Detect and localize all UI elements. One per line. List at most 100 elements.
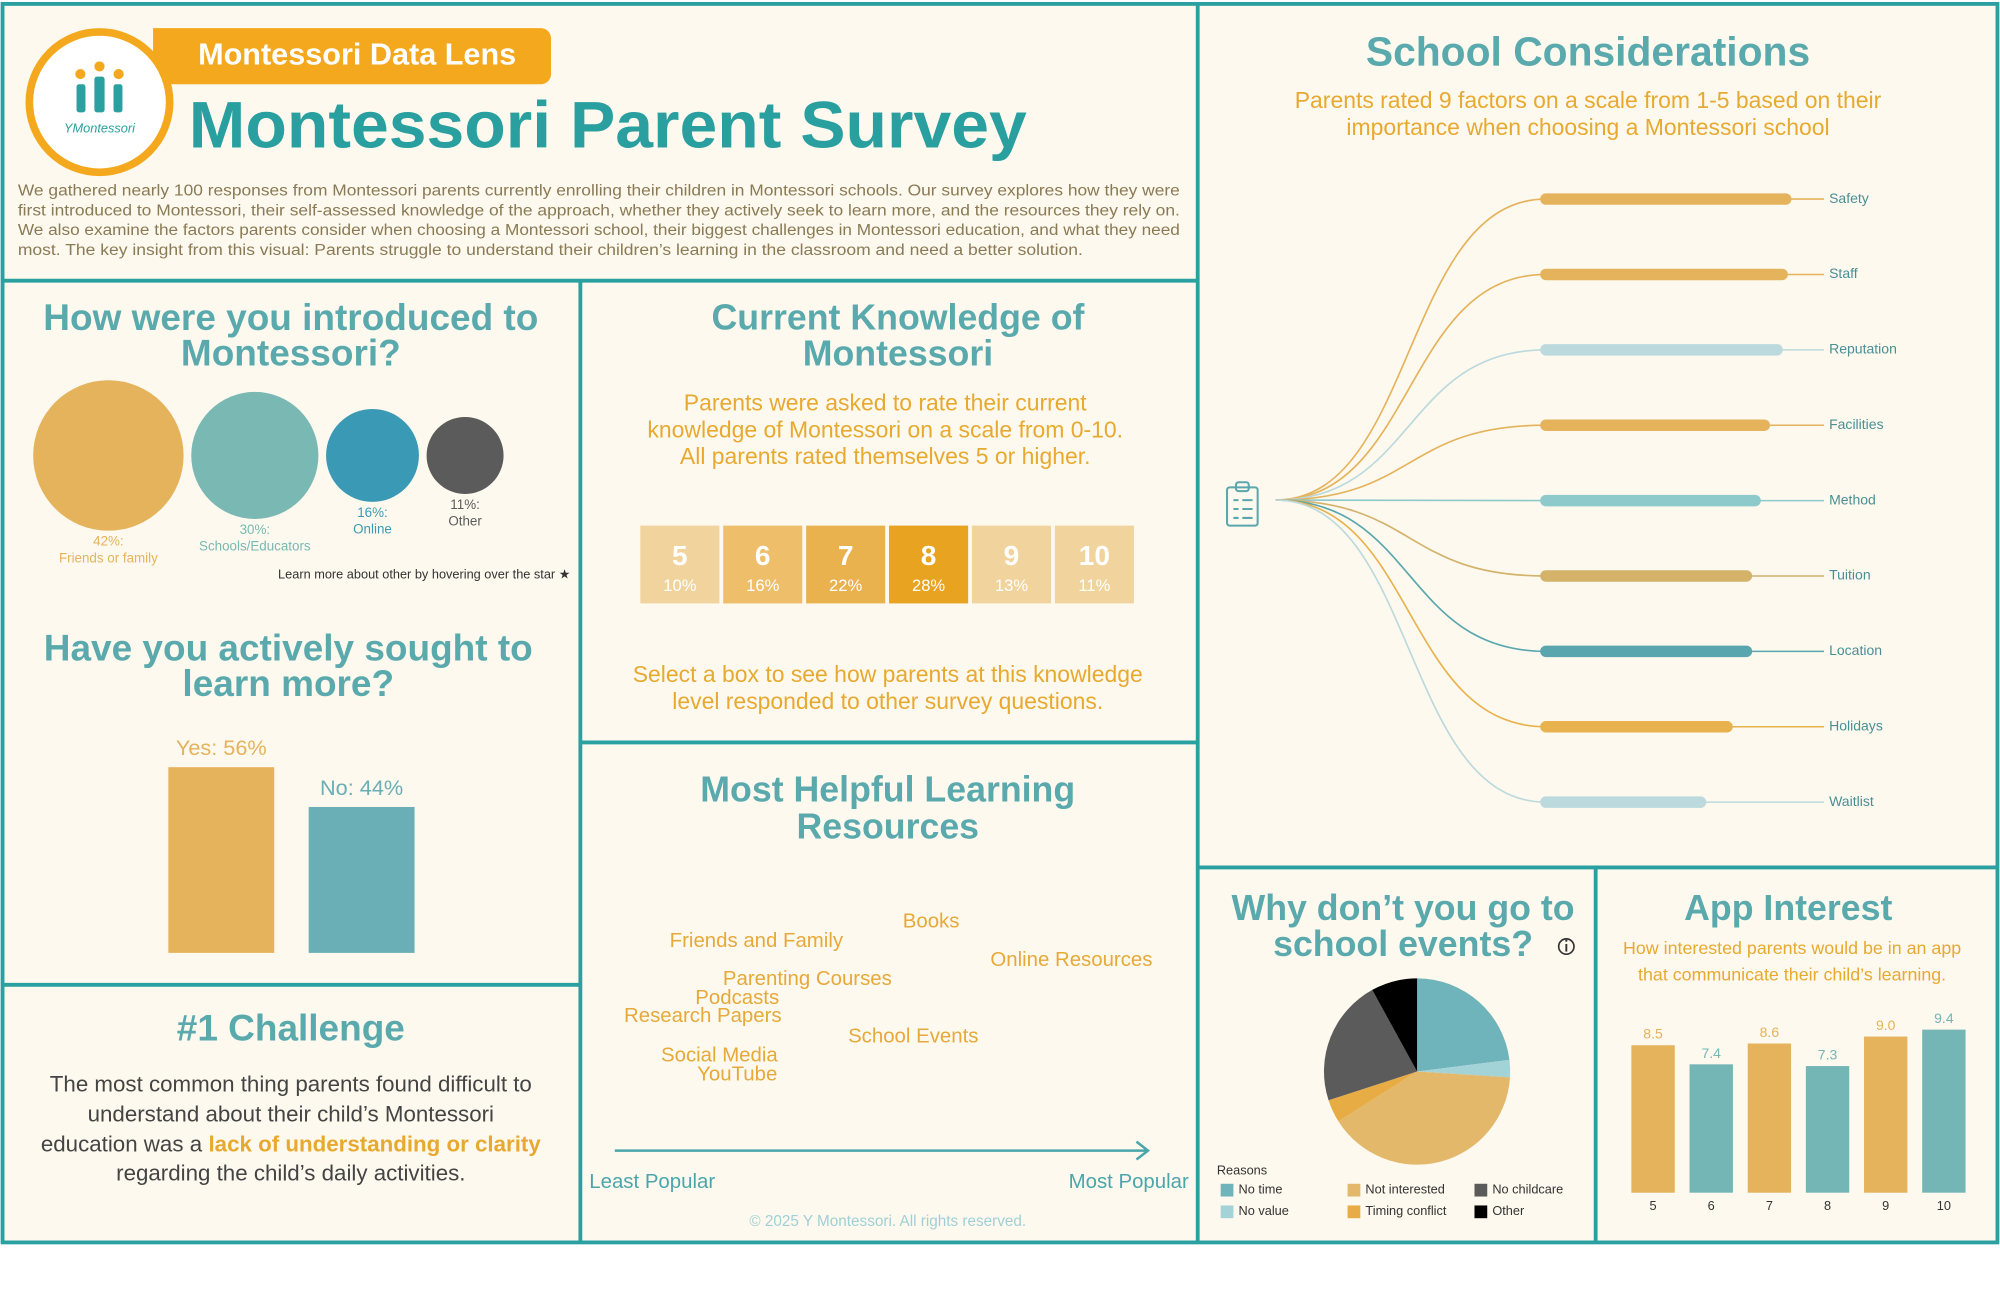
section-title: Most Helpful Learning (700, 770, 1075, 810)
x-tick-label: 7 (1766, 1198, 1773, 1213)
section-title: School Considerations (1366, 29, 1810, 75)
subtitle: knowledge of Montessori on a scale from … (647, 416, 1123, 442)
connector (1275, 198, 1546, 501)
bubble-category: Schools/Educators (199, 539, 311, 554)
legend-label: No value (1239, 1203, 1289, 1218)
box-label: 10 (1079, 540, 1110, 571)
intro-line: We gathered nearly 100 responses from Mo… (18, 183, 1180, 200)
knowledge-box[interactable] (723, 525, 803, 604)
word: Research Papers (624, 1005, 782, 1027)
bubble (191, 391, 319, 520)
box-value: 16% (746, 576, 779, 595)
pie-slice (1323, 989, 1418, 1101)
knowledge-box[interactable] (889, 525, 969, 604)
knowledge-box[interactable] (806, 525, 886, 604)
dividers (2, 3, 1998, 1243)
bar (1747, 1043, 1792, 1193)
bar-category: Location (1829, 642, 1882, 658)
challenge-lead: education was a (41, 1131, 203, 1156)
intro-line: most. The key insight from this visual: … (18, 242, 1083, 259)
word: Books (903, 911, 960, 933)
bubble-label: 16%: (357, 505, 388, 520)
word: Podcasts (695, 987, 779, 1009)
logo-part (76, 84, 86, 113)
bar-category: Tuition (1829, 567, 1871, 583)
challenge-line: The most common thing parents found diff… (50, 1071, 532, 1096)
pie-slice (1417, 1059, 1511, 1078)
section-title: Resources (796, 807, 979, 847)
logo-icon (75, 61, 124, 113)
legend-label: Other (1492, 1203, 1525, 1218)
bubble-category: Friends or family (59, 550, 158, 565)
page-title: Montessori Parent Survey (189, 89, 1027, 163)
bubble (326, 409, 419, 502)
x-tick-label: 5 (1650, 1198, 1657, 1213)
legend-swatch (1220, 1205, 1234, 1219)
section-title: Montessori (803, 333, 993, 373)
icon-part (1233, 499, 1253, 519)
box-label: 5 (672, 540, 688, 571)
knowledge-box[interactable] (1054, 525, 1134, 604)
value-label: 9.4 (1934, 1010, 1954, 1026)
knowledge-box[interactable] (971, 525, 1052, 604)
legend-swatch (1474, 1205, 1488, 1219)
logo-part (94, 61, 105, 72)
challenge-line: understand about their child’s Montessor… (88, 1101, 494, 1126)
subtitle: Parents were asked to rate their current (684, 389, 1088, 415)
note[interactable]: Learn more about other by hovering over … (278, 567, 570, 582)
note: Select a box to see how parents at this … (633, 661, 1143, 687)
section-title: How were you introduced to (43, 297, 538, 338)
clipboard-icon (1226, 481, 1259, 527)
bubble-category: Other (448, 514, 482, 529)
logo-part (75, 68, 86, 80)
legend-label: No childcare (1492, 1182, 1563, 1197)
box-value: 28% (912, 576, 945, 595)
legend-label: Timing conflict (1365, 1203, 1446, 1218)
connector (1275, 349, 1546, 501)
logo-part (94, 76, 105, 113)
bar (1864, 1036, 1908, 1193)
word: Online Resources (990, 949, 1152, 971)
note: level responded to other survey question… (672, 688, 1103, 714)
connector (1275, 424, 1546, 501)
value-label: 7.4 (1701, 1045, 1721, 1061)
subtitle: importance when choosing a Montessori sc… (1346, 114, 1829, 140)
info-dot[interactable] (1565, 939, 1568, 942)
value-label: 7.3 (1818, 1047, 1838, 1063)
section-title: #1 Challenge (177, 1007, 405, 1048)
bubble-category: Online (353, 521, 392, 536)
x-tick-label: 10 (1937, 1198, 1951, 1213)
badge-text: Montessori Data Lens (198, 37, 516, 71)
bubble-label: 11%: (450, 497, 480, 512)
legend-label: Not interested (1365, 1182, 1444, 1197)
bar (168, 767, 275, 953)
badge (153, 28, 552, 85)
legend-title: Reasons (1217, 1162, 1267, 1177)
box-label: 6 (755, 540, 771, 571)
word: Friends and Family (670, 930, 844, 952)
info-circle[interactable] (1557, 938, 1575, 956)
x-tick-label: 9 (1882, 1198, 1889, 1213)
icon-part (1234, 481, 1250, 493)
section-title: Current Knowledge of (712, 298, 1085, 338)
box-label: 8 (921, 540, 937, 571)
axis-label: Most Popular (1069, 1171, 1189, 1193)
pie-slice (1338, 1071, 1511, 1165)
challenge-highlight: lack of understanding or clarity (208, 1131, 541, 1156)
bubble-label: 30%: (240, 522, 271, 537)
value-label: No: 44% (320, 775, 403, 800)
value-label: 9.0 (1876, 1017, 1896, 1033)
section-title: App Interest (1684, 888, 1892, 928)
bar (1689, 1064, 1733, 1193)
word: School Events (848, 1025, 978, 1047)
subtitle: How interested parents would be in an ap… (1623, 938, 1961, 958)
info-icon[interactable] (1557, 938, 1575, 956)
connector (1275, 499, 1546, 502)
pie-slice (1417, 978, 1510, 1072)
challenge-line: regarding the child’s daily activities. (116, 1161, 465, 1186)
x-tick-label: 8 (1824, 1198, 1831, 1213)
knowledge-box[interactable] (640, 525, 720, 604)
box-label: 7 (838, 540, 854, 571)
logo-part (113, 68, 124, 80)
